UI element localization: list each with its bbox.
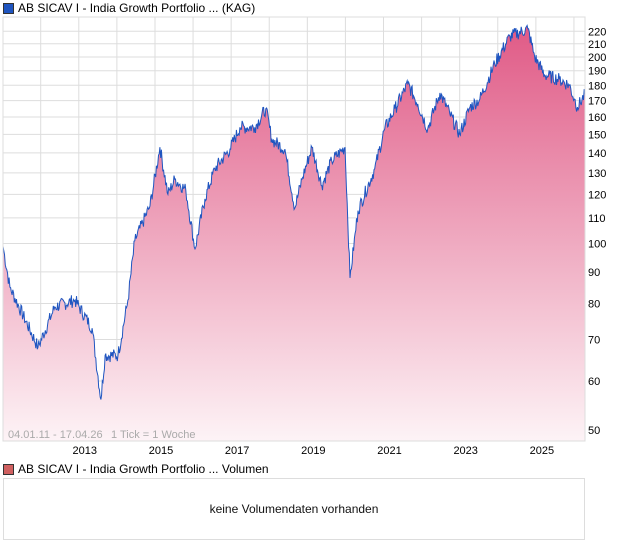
y-tick-label: 200 — [588, 52, 606, 64]
main-legend-label: AB SICAV I - India Growth Portfolio ... … — [18, 1, 256, 15]
y-tick-label: 80 — [588, 299, 600, 311]
price-chart: 50 60 70 80 90 100 110 120 130 140 150 160 170 180 190… — [2, 16, 606, 457]
x-tick-label: 2021 — [377, 445, 401, 457]
y-tick-label: 180 — [588, 80, 606, 92]
period-label: 04.01.11 - 17.04.26 — [8, 429, 103, 441]
volume-legend-label: AB SICAV I - India Growth Portfolio ... … — [18, 462, 269, 476]
series-color-marker — [3, 2, 14, 14]
y-tick-label: 60 — [588, 376, 600, 388]
x-tick-label: 2019 — [301, 445, 325, 457]
main-legend: AB SICAV I - India Growth Portfolio ... … — [3, 1, 255, 15]
y-tick-label: 150 — [588, 129, 606, 141]
x-tick-label: 2025 — [530, 445, 554, 457]
x-tick-label: 2023 — [453, 445, 477, 457]
price-area — [3, 25, 585, 441]
x-tick-label: 2015 — [149, 445, 173, 457]
y-tick-label: 220 — [588, 26, 606, 38]
y-tick-label: 70 — [588, 334, 600, 346]
no-volume-message: keine Volumendaten vorhanden — [209, 502, 379, 516]
y-tick-label: 170 — [588, 96, 606, 108]
tick-interval-label: 1 Tick = 1 Woche — [111, 429, 195, 441]
volume-color-marker — [3, 463, 14, 475]
plot-frame — [2, 16, 586, 442]
y-tick-label: 130 — [588, 168, 606, 180]
y-tick-label: 140 — [588, 148, 606, 160]
y-tick-label: 190 — [588, 66, 606, 78]
y-tick-label: 210 — [588, 39, 606, 51]
volume-panel: keine Volumendaten vorhanden — [3, 478, 585, 540]
y-tick-label: 90 — [588, 267, 600, 279]
y-tick-label: 120 — [588, 189, 606, 201]
price-line — [2, 24, 586, 400]
y-tick-label: 110 — [588, 213, 606, 225]
volume-legend: AB SICAV I - India Growth Portfolio ... … — [3, 462, 269, 476]
x-tick-label: 2013 — [73, 445, 97, 457]
x-tick-label: 2017 — [225, 445, 249, 457]
y-tick-label: 100 — [588, 238, 606, 250]
y-tick-label: 160 — [588, 112, 606, 124]
y-tick-label: 50 — [588, 425, 600, 437]
